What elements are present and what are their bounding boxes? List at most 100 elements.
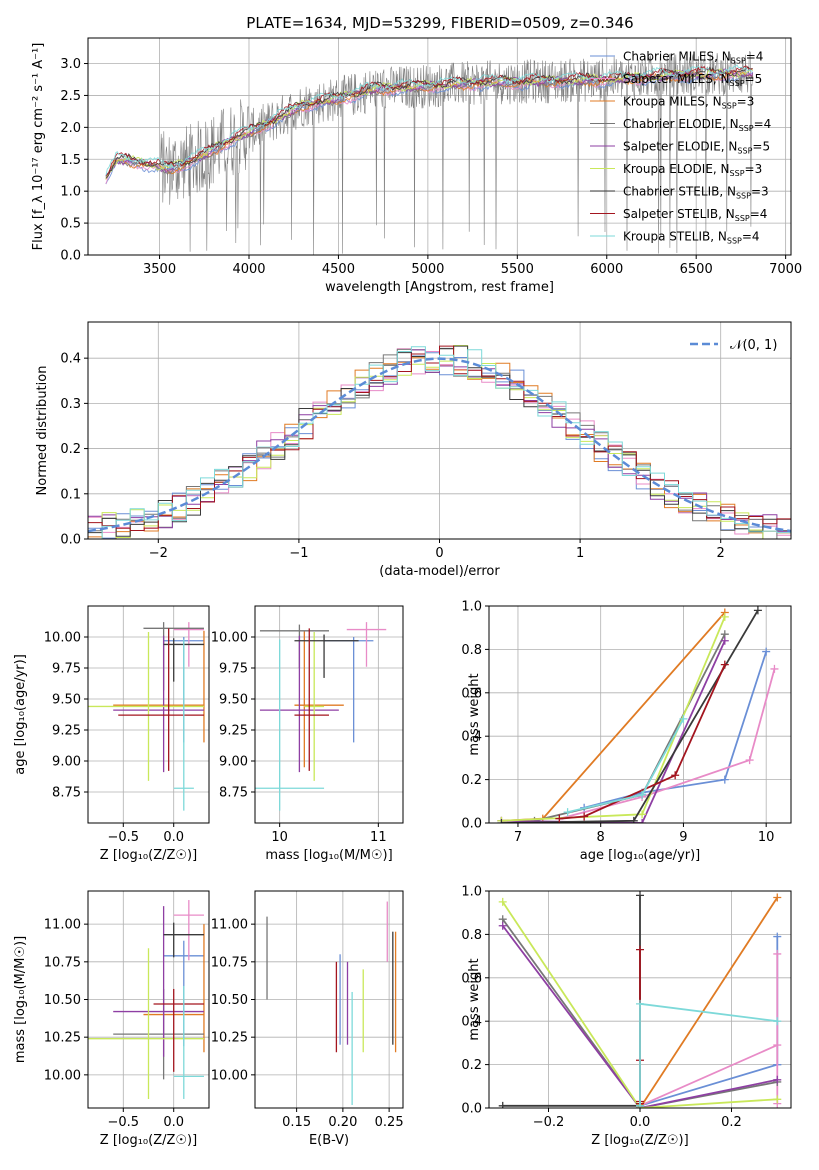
y-tick-label: 8.75 xyxy=(52,786,81,801)
y-tick-label: 1.5 xyxy=(60,153,81,168)
y-tick-label: 2.5 xyxy=(60,89,81,104)
series-line xyxy=(559,664,726,820)
massweight-vs-z-chart: −0.2 0.0 0.2 0.0 0.2 0.4 0.6 0.8 1.0 Z [log₁₀(Z/Z… xyxy=(461,885,792,1148)
y-tick-label: 10.00 xyxy=(44,1068,81,1083)
data-point xyxy=(773,1075,782,1084)
legend-label: Chabrier STELIB, NSSP=3 xyxy=(623,185,769,201)
legend-label: Salpeter STELIB, NSSP=4 xyxy=(623,207,767,223)
x-tick-label: 10 xyxy=(758,830,775,845)
x-tick-label: 0 xyxy=(435,546,443,561)
y-tick-label: 9.00 xyxy=(219,755,248,770)
x-tick-label: 0.2 xyxy=(721,1115,742,1130)
data-point xyxy=(773,949,782,958)
data-point xyxy=(636,945,644,954)
massweight-vs-z-plot-area xyxy=(498,891,782,1108)
age-vs-z-ylabel: age [log₁₀(age/yr)] xyxy=(13,654,28,775)
mass-vs-z-xlabel: Z [log₁₀(Z/Z☉)] xyxy=(100,1133,197,1148)
y-tick-label: 0.2 xyxy=(461,1058,482,1073)
data-point xyxy=(636,999,644,1008)
x-tick-label: 0.0 xyxy=(630,1115,651,1130)
x-tick-label: 0.25 xyxy=(375,1115,404,1130)
legend-label: Chabrier ELODIE, NSSP=4 xyxy=(623,117,771,133)
data-point xyxy=(773,932,782,941)
residuals-plot-area xyxy=(88,345,791,539)
data-point xyxy=(580,812,589,821)
y-tick-label: 9.00 xyxy=(52,755,81,770)
model-spectrum-9 xyxy=(105,64,753,176)
data-point xyxy=(753,606,762,615)
data-point xyxy=(720,612,729,621)
y-tick-label: 9.25 xyxy=(219,724,248,739)
y-tick-label: 8.75 xyxy=(219,786,248,801)
age-vs-z-chart: −0.5 0.0 8.75 9.00 9.25 9.50 9.75 10.00 Z [log₁₀… xyxy=(13,605,210,863)
data-point xyxy=(773,1095,782,1104)
y-tick-label: 10.50 xyxy=(211,993,248,1008)
mass-vs-z-chart: −0.5 0.0 10.00 10.25 10.50 10.75 11.00 Z [log₁₀… xyxy=(13,890,210,1148)
y-tick-label: 0.0 xyxy=(461,1102,482,1117)
errorbar-7 xyxy=(294,634,359,678)
y-tick-label: 10.50 xyxy=(44,993,81,1008)
legend-label: Kroupa ELODIE, NSSP=3 xyxy=(623,162,762,178)
spectrum-xlabel: wavelength [Angstrom, rest frame] xyxy=(325,280,554,295)
series-9 xyxy=(563,714,688,817)
x-tick-label: −1 xyxy=(289,546,308,561)
x-tick-label: 4000 xyxy=(232,262,265,277)
y-tick-label: 9.75 xyxy=(219,662,248,677)
y-tick-label: 10.00 xyxy=(211,631,248,646)
y-tick-label: 9.75 xyxy=(52,662,81,677)
y-tick-label: 10.00 xyxy=(44,631,81,646)
mass-vs-ebv-chart: 0.15 0.20 0.25 10.00 10.25 10.50 10.75 11.00 E(B… xyxy=(211,890,404,1148)
y-tick-label: 1.0 xyxy=(461,885,482,900)
y-tick-label: 0.2 xyxy=(60,442,81,457)
x-tick-label: −0.5 xyxy=(108,830,140,845)
y-tick-label: 0.4 xyxy=(60,352,81,367)
errorbar-3 xyxy=(113,630,205,743)
mass-vs-ebv-grid xyxy=(255,891,403,1108)
residuals-xlabel: (data-model)/error xyxy=(379,564,500,579)
x-tick-label: 11 xyxy=(370,830,387,845)
series-line xyxy=(501,918,778,1108)
x-tick-label: −2 xyxy=(149,546,168,561)
age-vs-mass-xlabel: mass [log₁₀(M/M☉)] xyxy=(265,848,392,863)
y-tick-label: 0.4 xyxy=(461,730,482,745)
errorbar-9 xyxy=(255,639,325,811)
residuals-chart: −2 −1 0 1 2 0.0 0.1 0.2 0.3 0.4 (data-model)/error… xyxy=(35,321,792,579)
errorbar-2 xyxy=(346,622,387,667)
age-vs-z-frame xyxy=(87,605,210,824)
data-point xyxy=(555,814,564,823)
spectrum-chart: 3500 4000 4500 5000 5500 6000 6500 7000 0.0 0.5 1.… xyxy=(31,37,802,295)
data-point xyxy=(773,893,782,902)
x-tick-label: 7 xyxy=(514,830,522,845)
model-spectrum-7 xyxy=(105,66,753,179)
data-point xyxy=(498,921,507,930)
massweight-vs-age-frame xyxy=(488,605,792,824)
data-point xyxy=(773,1017,782,1026)
massweight-vs-z-xlabel: Z [log₁₀(Z/Z☉)] xyxy=(591,1133,688,1148)
errorbar-5 xyxy=(113,635,204,773)
y-tick-label: 9.25 xyxy=(52,724,81,739)
data-point xyxy=(745,756,754,765)
y-tick-label: 1.0 xyxy=(461,600,482,615)
mass-vs-z-plot-area xyxy=(88,900,205,1099)
data-point xyxy=(636,1101,644,1108)
data-point xyxy=(638,790,647,799)
y-tick-label: 9.50 xyxy=(52,693,81,708)
x-tick-label: 5000 xyxy=(411,262,444,277)
x-tick-label: −0.5 xyxy=(108,1115,140,1130)
series-9 xyxy=(636,999,782,1108)
x-tick-label: 3500 xyxy=(143,262,176,277)
legend-label: Salpeter ELODIE, NSSP=5 xyxy=(623,140,770,156)
spectrum-legend: Chabrier MILES, NSSP=4 Salpeter MILES, NS… xyxy=(590,50,771,246)
errorbar-6 xyxy=(304,632,325,781)
spectrum-ylabel: Flux [f_λ 10⁻¹⁷ erg cm⁻² s⁻¹ A⁻¹] xyxy=(31,43,46,251)
y-tick-label: 0.4 xyxy=(461,1015,482,1030)
y-tick-label: 3.0 xyxy=(60,57,81,72)
mass-vs-ebv-xlabel: E(B-V) xyxy=(309,1133,349,1148)
y-tick-label: 0.2 xyxy=(461,773,482,788)
errorbar-9 xyxy=(173,639,194,811)
errorbar-9 xyxy=(173,985,204,1099)
data-point xyxy=(563,808,572,817)
histogram-8 xyxy=(88,345,791,539)
x-tick-label: 7000 xyxy=(769,262,802,277)
